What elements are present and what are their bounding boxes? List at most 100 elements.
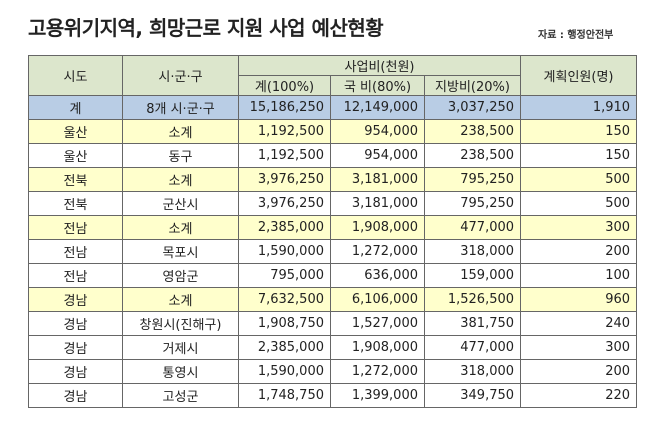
table-cell: 소계: [122, 287, 239, 312]
table-row: 경남 통영시 1,590,000 1,272,000 318,000 200: [28, 359, 638, 384]
table-cell: 창원시(진해구): [122, 311, 239, 336]
table-cell: 636,000: [330, 263, 425, 288]
table-cell: 1,910: [520, 95, 638, 120]
table-cell: 477,000: [423, 335, 522, 360]
table-row: 전남 영암군 795,000 636,000 159,000 100: [28, 263, 638, 288]
table-cell: 6,106,000: [330, 287, 425, 312]
table-cell: 795,250: [423, 167, 522, 192]
table-cell: 전북: [28, 167, 123, 192]
table-cell: 전남: [28, 215, 123, 240]
table-header: 시도 시·군·구 사업비(천원) 계획인원(명) 계(100%) 국 비(80%…: [28, 55, 638, 96]
table-cell: 3,976,250: [238, 191, 331, 216]
table-cell: 경남: [28, 287, 123, 312]
table-cell: 계: [28, 95, 123, 120]
table-cell: 1,192,500: [238, 143, 331, 168]
table-cell: 1,908,000: [330, 215, 425, 240]
table-cell: 200: [520, 359, 638, 384]
table-cell: 240: [520, 311, 638, 336]
table-cell: 1,908,750: [238, 311, 331, 336]
table-cell: 795,000: [238, 263, 331, 288]
table-row: 전남 소계 2,385,000 1,908,000 477,000 300: [28, 215, 638, 240]
table-cell: 381,750: [423, 311, 522, 336]
table-cell: 경남: [28, 335, 123, 360]
table-cell: 150: [520, 119, 638, 144]
table-cell: 500: [520, 191, 638, 216]
table-cell: 954,000: [330, 143, 425, 168]
table-cell: 8개 시·군·구: [122, 95, 239, 120]
table-cell: 소계: [122, 167, 239, 192]
table-cell: 349,750: [423, 383, 522, 408]
table-cell: 238,500: [423, 119, 522, 144]
table-cell: 거제시: [122, 335, 239, 360]
table-cell: 200: [520, 239, 638, 264]
table-cell: 318,000: [423, 359, 522, 384]
table-cell: 군산시: [122, 191, 239, 216]
table-cell: 318,000: [423, 239, 522, 264]
table-cell: 100: [520, 263, 638, 288]
header-cell: 계(100%): [238, 75, 331, 96]
table-body: 계 8개 시·군·구 15,186,250 12,149,000 3,037,250 1,…: [28, 95, 638, 408]
table-cell: 1,192,500: [238, 119, 331, 144]
source: 자료 : 행정안전부: [538, 30, 614, 41]
table-cell: 경남: [28, 359, 123, 384]
table-cell: 경남: [28, 383, 123, 408]
table-cell: 3,976,250: [238, 167, 331, 192]
table-cell: 전북: [28, 191, 123, 216]
table-cell: 1,272,000: [330, 359, 425, 384]
table-row: 경남 고성군 1,748,750 1,399,000 349,750 220: [28, 383, 638, 408]
table-row: 전남 목포시 1,590,000 1,272,000 318,000 200: [28, 239, 638, 264]
table-cell: 3,181,000: [330, 167, 425, 192]
title: 고용위기지역, 희망근로 지원 사업 예산현황: [28, 16, 384, 40]
table-cell: 960: [520, 287, 638, 312]
table-row: 전북 소계 3,976,250 3,181,000 795,250 500: [28, 167, 638, 192]
table-cell: 477,000: [423, 215, 522, 240]
table-row: 계 8개 시·군·구 15,186,250 12,149,000 3,037,250 1,…: [28, 95, 638, 120]
table-cell: 1,272,000: [330, 239, 425, 264]
table-cell: 238,500: [423, 143, 522, 168]
table-row: 전북 군산시 3,976,250 3,181,000 795,250 500: [28, 191, 638, 216]
table-cell: 3,037,250: [423, 95, 522, 120]
table-cell: 울산: [28, 119, 123, 144]
table-cell: 경남: [28, 311, 123, 336]
table-cell: 1,590,000: [238, 359, 331, 384]
table-cell: 1,526,500: [423, 287, 522, 312]
header-cell: 계획인원(명): [520, 55, 638, 96]
table-cell: 통영시: [122, 359, 239, 384]
table-cell: 220: [520, 383, 638, 408]
budget-table: 시도 시·군·구 사업비(천원) 계획인원(명) 계(100%) 국 비(80%…: [28, 55, 638, 408]
header-cell: 시도: [28, 55, 123, 96]
table-cell: 500: [520, 167, 638, 192]
table-row: 경남 창원시(진해구) 1,908,750 1,527,000 381,750 240: [28, 311, 638, 336]
table-cell: 1,748,750: [238, 383, 331, 408]
table-cell: 300: [520, 335, 638, 360]
header-cell: 국 비(80%): [330, 75, 425, 96]
table-cell: 15,186,250: [238, 95, 331, 120]
table-cell: 12,149,000: [330, 95, 425, 120]
table-cell: 영암군: [122, 263, 239, 288]
header-cell: 시·군·구: [122, 55, 239, 96]
header-cell: 지방비(20%): [423, 75, 522, 96]
table-cell: 소계: [122, 215, 239, 240]
table-cell: 795,250: [423, 191, 522, 216]
table-cell: 1,527,000: [330, 311, 425, 336]
header-cell: 사업비(천원): [237, 55, 522, 76]
table-row: 울산 동구 1,192,500 954,000 238,500 150: [28, 143, 638, 168]
table-row: 울산 소계 1,192,500 954,000 238,500 150: [28, 119, 638, 144]
table-cell: 울산: [28, 143, 123, 168]
table-cell: 1,399,000: [330, 383, 425, 408]
table-cell: 소계: [122, 119, 239, 144]
table-cell: 7,632,500: [238, 287, 331, 312]
table-cell: 300: [520, 215, 638, 240]
table-cell: 150: [520, 143, 638, 168]
table-cell: 동구: [122, 143, 239, 168]
table-row: 경남 소계 7,632,500 6,106,000 1,526,500 960: [28, 287, 638, 312]
table-cell: 1,908,000: [330, 335, 425, 360]
table-cell: 전남: [28, 263, 123, 288]
table-row: 경남 거제시 2,385,000 1,908,000 477,000 300: [28, 335, 638, 360]
table-cell: 목포시: [122, 239, 239, 264]
table-cell: 고성군: [122, 383, 239, 408]
table-cell: 159,000: [423, 263, 522, 288]
table-cell: 전남: [28, 239, 123, 264]
table-cell: 2,385,000: [238, 215, 331, 240]
